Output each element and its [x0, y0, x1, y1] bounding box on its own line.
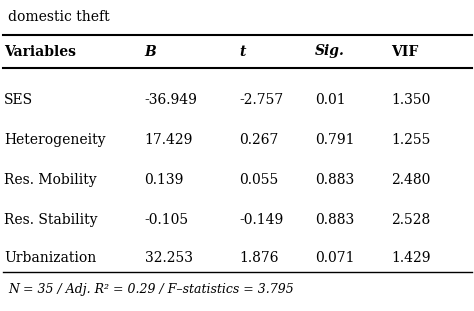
Text: SES: SES: [4, 93, 34, 107]
Text: -36.949: -36.949: [145, 93, 198, 107]
Text: 0.883: 0.883: [315, 173, 355, 187]
Text: 1.876: 1.876: [239, 250, 279, 264]
Text: t: t: [239, 44, 246, 58]
Text: 1.350: 1.350: [391, 93, 430, 107]
Text: Variables: Variables: [4, 44, 76, 58]
Text: B: B: [145, 44, 156, 58]
Text: 32.253: 32.253: [145, 250, 192, 264]
Text: 17.429: 17.429: [145, 133, 193, 147]
Text: 0.791: 0.791: [315, 133, 355, 147]
Text: -0.105: -0.105: [145, 213, 189, 227]
Text: Res. Mobility: Res. Mobility: [4, 173, 97, 187]
Text: -2.757: -2.757: [239, 93, 283, 107]
Text: 2.528: 2.528: [391, 213, 430, 227]
Text: 0.267: 0.267: [239, 133, 279, 147]
Text: Sig.: Sig.: [315, 44, 345, 58]
Text: 0.01: 0.01: [315, 93, 346, 107]
Text: -0.149: -0.149: [239, 213, 283, 227]
Text: Urbanization: Urbanization: [4, 250, 97, 264]
Text: Res. Stability: Res. Stability: [4, 213, 98, 227]
Text: 2.480: 2.480: [391, 173, 430, 187]
Text: 0.071: 0.071: [315, 250, 355, 264]
Text: 1.429: 1.429: [391, 250, 430, 264]
Text: N = 35 / Adj. R² = 0.29 / F–statistics = 3.795: N = 35 / Adj. R² = 0.29 / F–statistics =…: [8, 283, 294, 296]
Text: domestic theft: domestic theft: [8, 10, 109, 24]
Text: 0.139: 0.139: [145, 173, 184, 187]
Text: VIF: VIF: [391, 44, 418, 58]
Text: 1.255: 1.255: [391, 133, 430, 147]
Text: 0.883: 0.883: [315, 213, 355, 227]
Text: 0.055: 0.055: [239, 173, 279, 187]
Text: Heterogeneity: Heterogeneity: [4, 133, 106, 147]
